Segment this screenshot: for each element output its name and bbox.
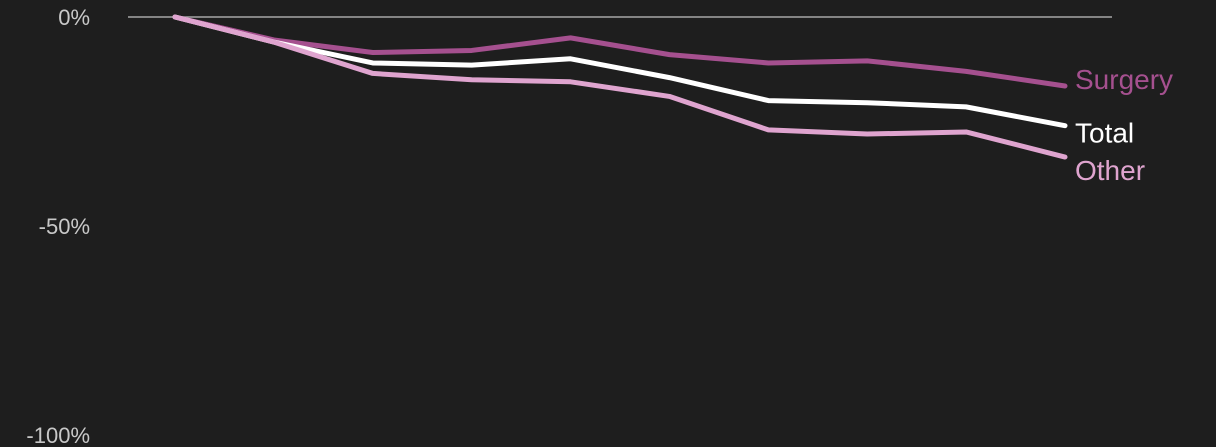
series-line-surgery — [172, 14, 1068, 89]
series-label-other: Other — [1075, 155, 1145, 186]
series-labels: Surgery Total Other — [1075, 64, 1173, 186]
series-label-total: Total — [1075, 118, 1134, 149]
y-tick-label: 0% — [58, 5, 90, 30]
y-tick-label: -50% — [39, 214, 90, 239]
series-line-total — [172, 14, 1068, 129]
y-tick-label: -100% — [26, 423, 90, 447]
series-lines — [172, 14, 1068, 160]
series-line-other — [172, 14, 1068, 160]
y-axis: 0% -50% -100% — [26, 5, 1112, 447]
series-label-surgery: Surgery — [1075, 64, 1173, 95]
